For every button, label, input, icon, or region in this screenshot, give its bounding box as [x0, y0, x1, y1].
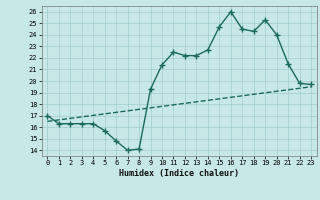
X-axis label: Humidex (Indice chaleur): Humidex (Indice chaleur): [119, 169, 239, 178]
